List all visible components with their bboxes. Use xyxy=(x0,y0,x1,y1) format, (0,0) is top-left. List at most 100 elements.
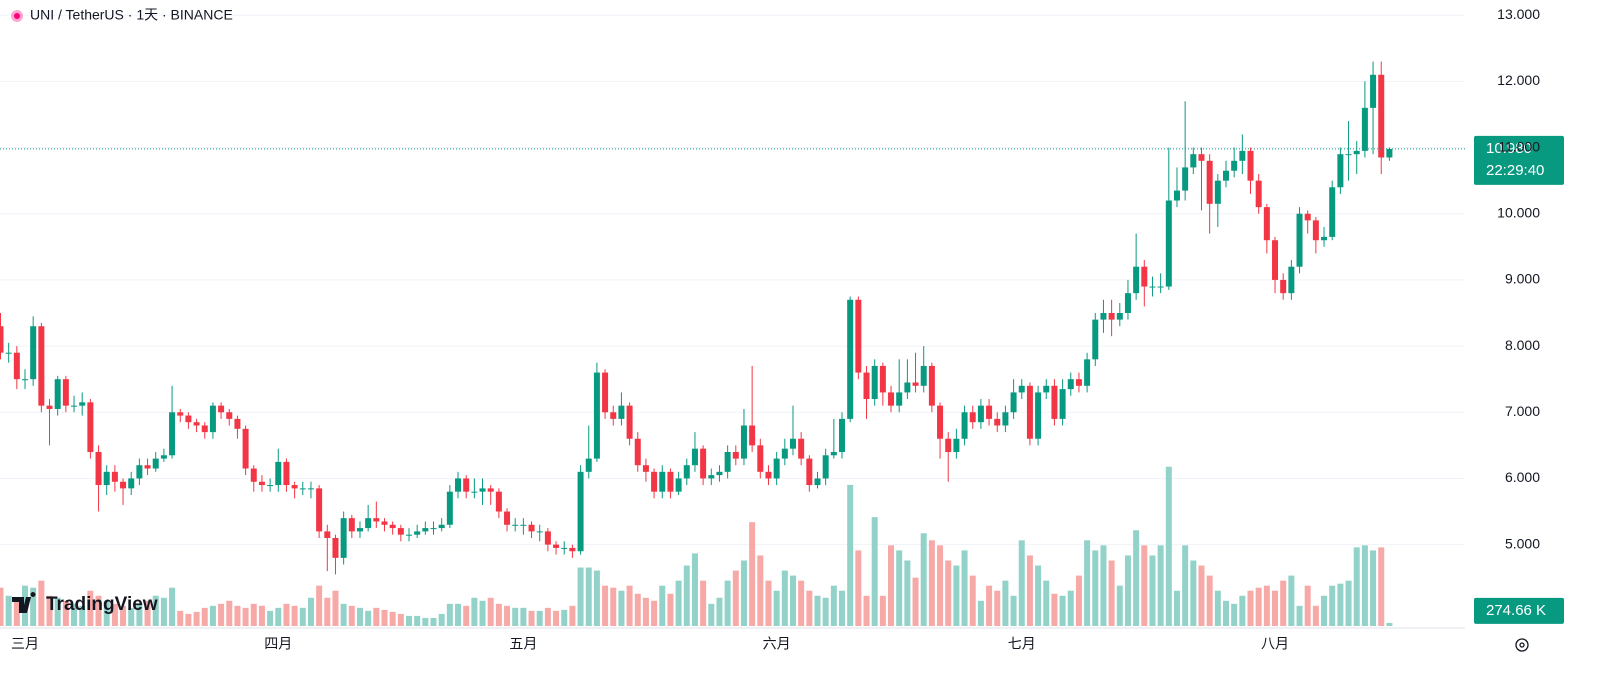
volume-bar xyxy=(585,567,592,626)
volume-bar xyxy=(626,585,633,626)
volume-bar xyxy=(602,585,609,626)
volume-bar xyxy=(1345,580,1352,626)
volume-badge xyxy=(1474,597,1564,624)
volume-bar xyxy=(814,595,821,626)
volume-bar xyxy=(5,595,12,626)
volume-bar xyxy=(961,550,968,626)
volume-bar xyxy=(446,603,453,626)
volume-bar xyxy=(634,593,641,626)
volume-bar xyxy=(528,610,535,626)
candle-body xyxy=(1304,213,1311,221)
volume-bar xyxy=(1353,547,1360,626)
volume-bar xyxy=(789,575,796,626)
volume-bar xyxy=(332,590,339,626)
volume-bar xyxy=(79,605,86,626)
candle-body xyxy=(667,471,674,492)
candle-body xyxy=(1214,180,1221,204)
candle-body xyxy=(120,481,127,489)
y-tick-label: 13.000 xyxy=(1497,6,1540,22)
volume-bar xyxy=(438,613,445,626)
volume-bar xyxy=(46,595,53,626)
candle-body xyxy=(593,372,600,459)
candle-body xyxy=(1010,392,1017,413)
volume-bar xyxy=(471,597,478,626)
volume-bar xyxy=(38,580,45,626)
candle-body xyxy=(1108,313,1115,320)
volume-bar xyxy=(1165,466,1172,626)
countdown-label: 22:29:40 xyxy=(1486,162,1544,179)
candle-body xyxy=(209,405,216,433)
volume-bar xyxy=(1288,575,1295,626)
candle-body xyxy=(806,458,813,486)
volume-bar xyxy=(275,607,282,626)
volume-bar xyxy=(994,590,1001,626)
volume-bar xyxy=(95,595,102,626)
volume-bar xyxy=(1239,595,1246,626)
volume-bar xyxy=(120,605,127,626)
volume-bar xyxy=(1018,540,1025,626)
gear-inner[interactable] xyxy=(1519,642,1525,648)
logo-text: TradingView xyxy=(46,594,158,615)
candle-body xyxy=(5,352,12,354)
candle-body xyxy=(1026,385,1033,439)
candle-body xyxy=(62,379,69,406)
candle-body xyxy=(969,412,976,423)
volume-bar xyxy=(1296,605,1303,626)
volume-bar xyxy=(667,593,674,626)
candle-body xyxy=(553,544,560,548)
volume-bar xyxy=(593,570,600,626)
volume-bar xyxy=(683,565,690,626)
volume-bar xyxy=(356,607,363,626)
candle-body xyxy=(1165,200,1172,287)
candle-body xyxy=(569,547,576,552)
volume-bar xyxy=(1247,590,1254,626)
volume-bar xyxy=(577,567,584,626)
chart-title[interactable]: UNI / TetherUS · 1天 · BINANCE xyxy=(30,7,233,23)
volume-bar xyxy=(798,580,805,626)
volume-bar xyxy=(1198,565,1205,626)
volume-bar xyxy=(62,600,69,626)
candle-body xyxy=(1247,150,1254,181)
volume-bar xyxy=(708,603,715,626)
candle-body xyxy=(1329,187,1336,237)
candle-body xyxy=(185,415,192,423)
candle-body xyxy=(414,531,421,535)
candle-body xyxy=(479,488,486,492)
overlay: 10.980 22:29:40 274.66 K xyxy=(0,135,1564,624)
candle-body xyxy=(381,521,388,525)
candle-body xyxy=(1035,392,1042,439)
candle-body xyxy=(700,448,707,479)
candle-body xyxy=(1231,160,1238,171)
volume-bar xyxy=(1223,600,1229,626)
volume-bar xyxy=(1043,580,1050,626)
candle-body xyxy=(798,438,805,459)
candle-body xyxy=(324,531,331,539)
candle-body xyxy=(1239,150,1246,161)
candle-body xyxy=(332,538,339,558)
volume-bar xyxy=(201,607,208,626)
candle-body xyxy=(1321,236,1328,241)
candle-body xyxy=(561,547,568,549)
volume-bar xyxy=(675,580,682,626)
volume-bar xyxy=(977,600,984,626)
volume-bar xyxy=(487,597,494,626)
candle-body xyxy=(830,451,837,456)
volume-bar xyxy=(1386,622,1393,626)
volume-bar xyxy=(0,587,4,626)
candle-body xyxy=(814,478,821,486)
volume-bar xyxy=(732,570,739,626)
gear-outer[interactable] xyxy=(1515,638,1529,652)
y-tick-label: 8.000 xyxy=(1505,337,1540,353)
volume-bar xyxy=(71,603,78,626)
y-tick-label: 11.000 xyxy=(1498,138,1540,154)
volume-bar xyxy=(536,610,543,626)
settings-icon[interactable] xyxy=(1515,638,1529,652)
volume-bar xyxy=(659,585,666,626)
candle-body xyxy=(765,471,772,479)
candle-body xyxy=(389,524,396,529)
y-tick-label: 9.000 xyxy=(1505,271,1540,287)
volume-bar xyxy=(642,597,649,626)
candle-body xyxy=(691,448,698,466)
volume-bar xyxy=(781,570,788,626)
candle-body xyxy=(1149,286,1156,288)
